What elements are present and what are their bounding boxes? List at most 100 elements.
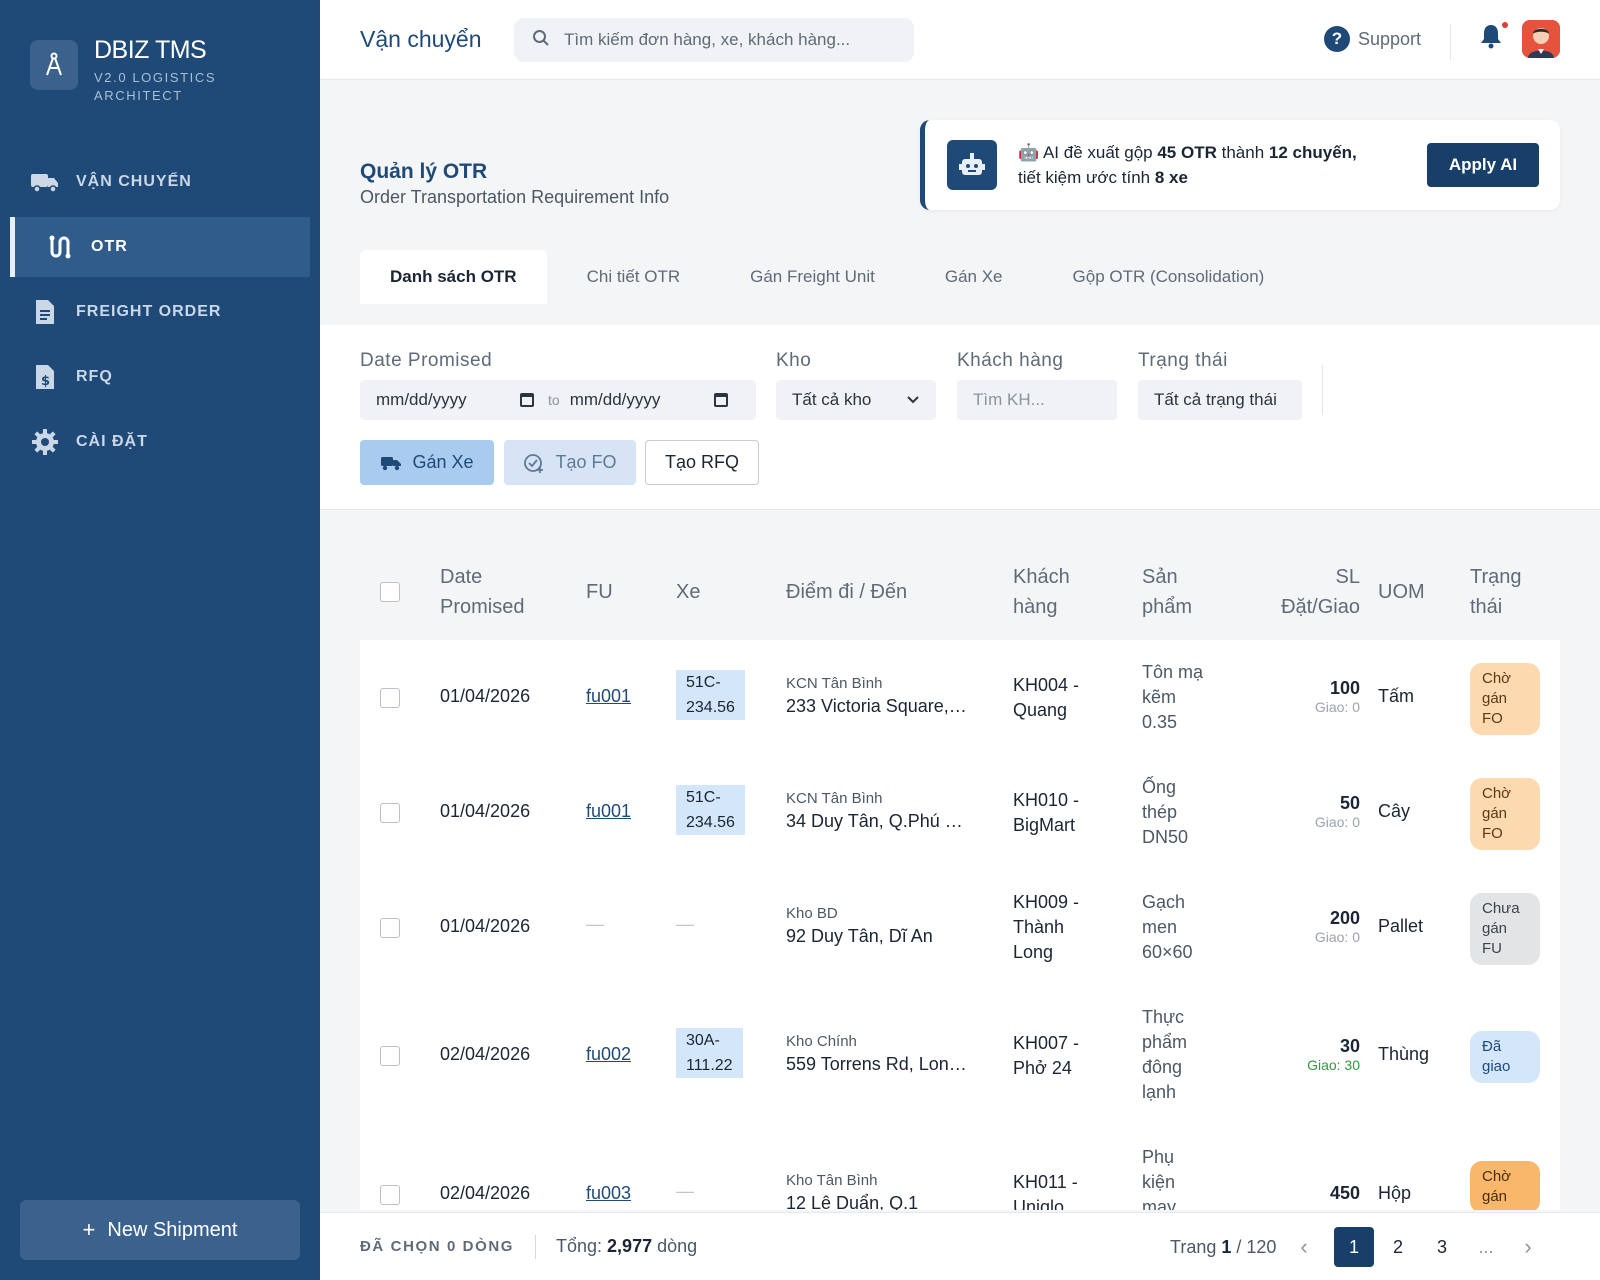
document-icon	[30, 297, 60, 327]
customer-cell: KH007 - Phở 24	[1013, 1031, 1079, 1081]
route-from: Kho Tân Bình	[786, 1172, 878, 1189]
truck-plate-badge[interactable]: 51C- 234.56	[676, 670, 745, 720]
col-header-line: Đặt/Giao	[1281, 596, 1360, 618]
avatar[interactable]	[1522, 20, 1560, 58]
fu-link[interactable]: fu001	[586, 686, 632, 706]
tab-consolidation[interactable]: Gộp OTR (Consolidation)	[1072, 267, 1265, 286]
create-rfq-label: Tạo RFQ	[664, 452, 739, 472]
table-row[interactable]: 01/04/2026 — — Kho BD 92 Duy Tân, Dĩ An …	[360, 870, 1560, 985]
route-to: 559 Torrens Rd, Long An	[786, 1054, 968, 1074]
select-all-checkbox[interactable]	[380, 582, 400, 602]
date-cell: 02/04/2026	[440, 1183, 531, 1203]
route-cell: Kho BD 92 Duy Tân, Dĩ An	[786, 905, 968, 947]
prev-page-chevron-left-icon[interactable]: ‹	[1300, 1234, 1308, 1259]
plate-line: 234.56	[686, 814, 735, 831]
customer-search-field[interactable]: Tìm KH...	[957, 380, 1117, 420]
status-badge: Chưa gán FU	[1470, 893, 1540, 965]
col-fu[interactable]: FU	[586, 581, 613, 603]
qty-delivered: Giao: 0	[1314, 814, 1360, 830]
table-row[interactable]: 02/04/2026 fu003 — Kho Tân Bình 12 Lê Du…	[360, 1125, 1560, 1210]
ai-text-part: thành	[1221, 143, 1265, 162]
customer-search-input[interactable]: Tìm KH...	[973, 390, 1045, 409]
product-line: kẽm	[1142, 687, 1177, 707]
sidebar-item-otr[interactable]: OTR	[10, 217, 310, 277]
col-header-line: hàng	[1013, 596, 1058, 618]
col-header-line: SL	[1335, 566, 1360, 588]
product-cell: Thực phẩm đông lạnh	[1142, 1005, 1187, 1105]
create-rfq-button[interactable]: Tạo RFQ	[645, 440, 759, 485]
page-total: / 120	[1236, 1237, 1277, 1257]
sidebar: DBIZ TMS V2.0 LOGISTICS ARCHITECT VẬN CH…	[0, 0, 320, 1280]
notification-bell-icon[interactable]	[1478, 22, 1508, 52]
col-quantity[interactable]: SL Đặt/Giao	[1240, 562, 1360, 622]
tab-otr-detail[interactable]: Chi tiết OTR	[586, 267, 681, 286]
total-count: Tổng: 2,977 dòng	[556, 1236, 697, 1257]
add-check-icon	[523, 452, 545, 474]
route-cell: Kho Tân Bình 12 Lê Duẩn, Q.1	[786, 1172, 968, 1210]
create-fo-label: Tạo FO	[555, 452, 617, 472]
quantity-cell: 30 Giao: 30	[1260, 1036, 1360, 1073]
page-button-1[interactable]: 1	[1334, 1227, 1374, 1267]
create-fo-button[interactable]: Tạo FO	[504, 440, 636, 485]
date-cell: 01/04/2026	[440, 801, 531, 821]
col-product[interactable]: Sản phẩm	[1142, 562, 1192, 622]
support-label: Support	[1358, 28, 1422, 49]
row-checkbox[interactable]	[380, 803, 400, 823]
truck-empty: —	[676, 1181, 694, 1201]
uom-cell: Hộp	[1378, 1183, 1412, 1203]
quantity-cell: 200 Giao: 0	[1260, 908, 1360, 945]
row-checkbox[interactable]	[380, 1046, 400, 1066]
col-customer[interactable]: Khách hàng	[1013, 562, 1070, 622]
row-checkbox[interactable]	[380, 688, 400, 708]
sidebar-item-rfq[interactable]: $ RFQ	[0, 347, 320, 407]
col-status[interactable]: Trạng thái	[1470, 562, 1522, 622]
support-link[interactable]: ? Support	[1324, 26, 1421, 52]
truck-plate-badge[interactable]: 30A- 111.22	[676, 1028, 743, 1078]
robot-icon	[947, 140, 997, 190]
row-checkbox[interactable]	[380, 918, 400, 938]
calendar-icon[interactable]	[520, 393, 534, 407]
route-to: 12 Lê Duẩn, Q.1	[786, 1193, 919, 1210]
truck-plate-badge[interactable]: 51C- 234.56	[676, 785, 745, 835]
col-header-line: Sản	[1142, 566, 1178, 588]
col-truck[interactable]: Xe	[676, 581, 701, 603]
status-badge: Chờ gán	[1470, 1161, 1540, 1210]
col-route[interactable]: Điểm đi / Đến	[786, 581, 908, 603]
sidebar-item-settings[interactable]: CÀI ĐẶT	[0, 412, 320, 472]
page-button-2[interactable]: 2	[1392, 1236, 1403, 1257]
sidebar-item-freight-order[interactable]: FREIGHT ORDER	[0, 282, 320, 342]
row-checkbox[interactable]	[380, 1185, 400, 1205]
route-to: 233 Victoria Square, Q.1	[786, 696, 968, 716]
qty-delivered: Giao: 30	[1307, 1057, 1360, 1073]
next-page-chevron-right-icon[interactable]: ›	[1524, 1234, 1532, 1259]
search-input[interactable]	[564, 30, 884, 50]
date-to-input[interactable]: mm/dd/yyyy	[569, 390, 661, 409]
fu-link[interactable]: fu002	[586, 1044, 632, 1064]
calendar-icon[interactable]	[713, 393, 728, 407]
date-from-input[interactable]: mm/dd/yyyy	[376, 390, 467, 409]
help-icon: ?	[1324, 26, 1350, 52]
tab-otr-list[interactable]: Danh sách OTR	[360, 250, 547, 304]
table-row[interactable]: 01/04/2026 fu001 51C- 234.56 KCN Tân Bình…	[360, 640, 1560, 755]
fu-link[interactable]: fu001	[586, 801, 632, 821]
col-date-promised[interactable]: Date Promised	[440, 562, 524, 622]
warehouse-select[interactable]: Tất cả kho	[776, 380, 936, 420]
tab-assign-freight-unit[interactable]: Gán Freight Unit	[750, 267, 875, 286]
new-shipment-button[interactable]: + New Shipment	[20, 1200, 300, 1260]
table-row[interactable]: 02/04/2026 fu002 30A- 111.22 Kho Chính 55…	[360, 985, 1560, 1125]
table-row[interactable]: 01/04/2026 fu001 51C- 234.56 KCN Tân Bình…	[360, 755, 1560, 870]
fu-link[interactable]: fu003	[586, 1183, 632, 1203]
apply-ai-button[interactable]: Apply AI	[1427, 143, 1539, 187]
quantity-cell: 100 Giao: 0	[1260, 678, 1360, 715]
col-uom[interactable]: UOM	[1378, 581, 1425, 603]
page-button-3[interactable]: 3	[1436, 1236, 1447, 1257]
search-box[interactable]	[514, 18, 914, 62]
status-line: gán	[1482, 920, 1508, 937]
status-select[interactable]: Tất cả trạng thái	[1138, 380, 1302, 420]
sidebar-item-van-chuyen[interactable]: VẬN CHUYỂN	[0, 152, 320, 212]
customer-cell: KH004 - Quang	[1013, 673, 1079, 723]
assign-truck-button[interactable]: Gán Xe	[360, 440, 494, 485]
tab-assign-truck[interactable]: Gán Xe	[944, 267, 1003, 286]
product-line: men	[1142, 917, 1178, 937]
uom-cell: Pallet	[1378, 916, 1424, 936]
